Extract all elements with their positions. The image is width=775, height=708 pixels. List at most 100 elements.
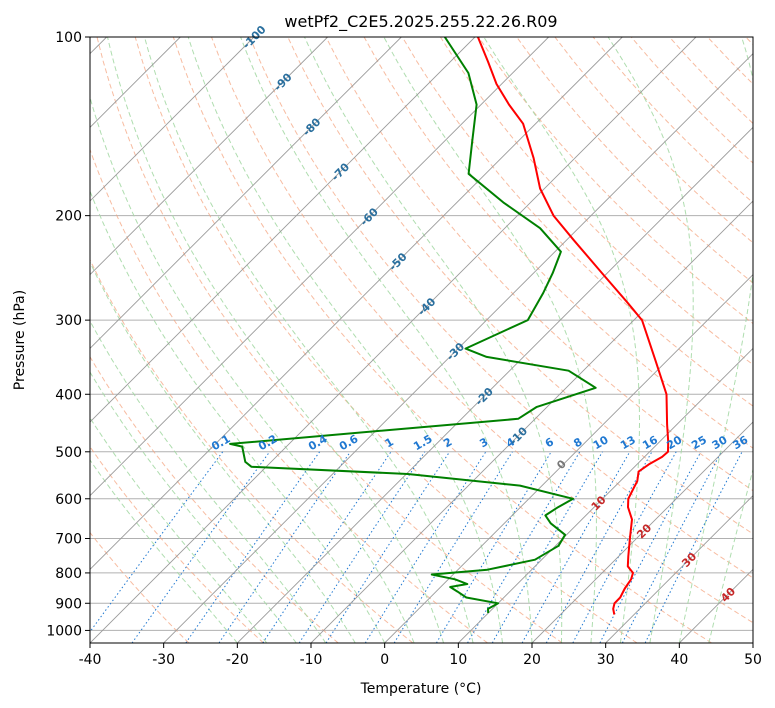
y-tick-label: 800 (55, 566, 82, 582)
x-tick-label: -20 (226, 652, 249, 668)
x-tick-label: 30 (597, 652, 615, 668)
moist-adiabat-line (90, 189, 386, 643)
chart-title: wetPf2_C2E5.2025.255.22.26.R09 (284, 12, 557, 32)
isotherm-line (458, 347, 753, 643)
mixing-ratio-lines (90, 451, 743, 643)
isotherm-line (752, 642, 753, 643)
isotherm-line (679, 568, 753, 643)
isotherm-label: -70 (329, 160, 352, 183)
dry-adiabat-line (90, 445, 264, 643)
moist-adiabat-line (90, 319, 327, 643)
pressure-gridlines (90, 37, 753, 631)
mixing-ratio-line (262, 451, 392, 643)
dry-adiabat-line (516, 37, 753, 284)
dry-adiabat-line (90, 258, 414, 643)
isotherm-line (605, 495, 753, 643)
moist-adiabat-line (90, 95, 415, 643)
mixing-ratio-line (185, 451, 321, 643)
sounding-profiles (229, 37, 670, 615)
moist-adiabat-line (607, 37, 694, 643)
mixing-ratio-line (298, 451, 426, 643)
plot-frame (89, 36, 754, 644)
isotherm-line (237, 126, 753, 643)
moist-adiabat-line (90, 416, 268, 643)
isotherm-line (163, 53, 753, 643)
moist-adiabat-line (107, 37, 445, 643)
dry-adiabat-line (134, 37, 638, 643)
isotherm-label: -50 (386, 250, 409, 273)
isotherm-label: -20 (473, 385, 496, 408)
y-tick-label: 600 (55, 492, 82, 508)
dry-adiabat-line (90, 355, 339, 643)
dry-adiabat-line (325, 37, 753, 492)
isotherm-label: -60 (358, 205, 381, 228)
dry-adiabat-line (249, 37, 753, 579)
mixing-ratio-line (521, 451, 631, 643)
mixing-ratio-label: 36 (730, 433, 750, 452)
moist-adiabat-line (708, 467, 753, 643)
temperature-profile-line (476, 37, 670, 615)
isotherm-line (90, 37, 697, 643)
x-axis: -40 -30 -20 -10 0 10 20 30 40 50 (79, 643, 762, 668)
mixing-ratio-line (364, 451, 487, 643)
mixing-ratio-label: 8 (571, 435, 584, 450)
moist-adiabat-line (383, 37, 597, 643)
isotherm-line (90, 37, 549, 497)
plot-area: 0.1 0.2 0.4 0.6 1 1.5 2 3 4 6 8 10 13 16 20 25 30 36-100-… (89, 23, 754, 644)
mixing-ratio-line (644, 451, 743, 643)
x-tick-label: 20 (523, 652, 541, 668)
dry-adiabat-line (439, 37, 753, 366)
dry-adiabat-line (554, 37, 753, 244)
moist-adiabat-line (90, 261, 356, 643)
dry-adiabat-line (90, 148, 488, 643)
mixing-ratio-line (545, 451, 653, 643)
mixing-ratio-label: 1 (383, 435, 396, 450)
mixing-ratio-line (467, 451, 581, 643)
isotherm-line (531, 421, 753, 643)
isotherm-line (90, 37, 328, 276)
mixing-ratio-label: 13 (618, 433, 638, 452)
mixing-ratio-label: 25 (689, 433, 709, 452)
isotherm-line (310, 200, 753, 643)
isotherm-label: -30 (444, 340, 467, 363)
y-axis-label: Pressure (hPa) (12, 290, 28, 390)
x-tick-label: 10 (449, 652, 467, 668)
mixing-ratio-label: 3 (477, 435, 490, 450)
dry-adiabat-line (745, 37, 753, 46)
x-tick-label: -40 (79, 652, 102, 668)
moist-adiabat-label: 40 (718, 585, 738, 605)
moist-adiabat-line (240, 37, 533, 643)
mixing-ratio-label: 16 (640, 433, 660, 452)
isotherm-label: -80 (300, 115, 323, 138)
isotherm-line (90, 37, 402, 349)
x-tick-label: 40 (670, 652, 688, 668)
moist-adiabat-line (90, 371, 297, 643)
moist-adiabat-line (144, 37, 474, 643)
moist-adiabat-line (304, 37, 563, 643)
mixing-ratio-label: 30 (710, 433, 730, 452)
moist-adiabats (90, 37, 753, 643)
mixing-ratio-label: 10 (591, 433, 611, 452)
dry-adiabat-line (669, 37, 753, 125)
x-axis-label: Temperature (°C) (360, 681, 482, 697)
y-tick-label: 900 (55, 596, 82, 612)
mixing-ratio-line (131, 451, 271, 643)
dry-adiabat-line (172, 37, 712, 643)
mixing-ratio-line (435, 451, 552, 643)
dry-adiabat-line (96, 37, 563, 643)
mixing-ratio-label: 1.5 (411, 432, 434, 453)
dewpoint-profile-line (229, 37, 597, 614)
mixing-ratio-line (572, 451, 677, 643)
moist-adiabat-line (187, 37, 503, 643)
y-tick-label: 200 (55, 209, 82, 225)
dry-adiabat-line (363, 37, 753, 449)
x-tick-label: 0 (380, 652, 389, 668)
y-tick-label: 300 (55, 313, 82, 329)
x-tick-label: -30 (152, 652, 175, 668)
y-tick-label: 1000 (46, 623, 82, 639)
isotherm-line (90, 37, 623, 570)
x-tick-label: -10 (300, 652, 323, 668)
isotherm-label: 0 (554, 457, 569, 472)
mixing-ratio-line (218, 451, 351, 643)
